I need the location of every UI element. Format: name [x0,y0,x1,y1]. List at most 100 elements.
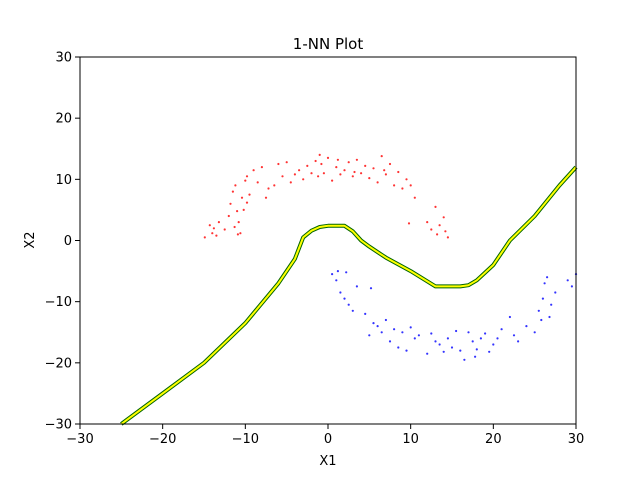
y-tick-label: 10 [55,173,72,188]
x-tick-label: 30 [568,432,585,447]
data-point-series-1 [326,156,330,159]
data-point-series-2 [467,331,470,334]
data-point-series-2 [364,312,367,315]
data-point-series-2 [471,340,474,343]
data-point-series-2 [426,352,429,355]
decision-boundary [120,165,578,426]
data-point-series-2 [450,346,454,349]
data-point-series-1 [234,184,237,187]
data-point-series-2 [496,337,499,340]
data-point-series-2 [488,350,491,353]
y-tick-label: 0 [64,234,72,249]
x-axis-ticks: −30 −20 −10 0 10 20 30 [66,424,584,447]
x-axis-label: X1 [319,454,336,469]
data-point-series-1 [397,170,400,174]
data-point-series-1 [212,227,215,230]
y-tick-label: −10 [45,295,72,310]
data-point-series-1 [215,234,218,237]
data-point-series-2 [479,337,482,340]
data-point-series-1 [413,196,416,199]
data-point-series-2 [438,343,441,346]
data-point-series-1 [203,236,206,239]
data-point-series-1 [298,169,301,172]
data-point-series-1 [426,221,429,224]
data-point-series-2 [430,332,433,335]
y-tick-label: −30 [45,418,72,433]
data-point-series-2 [417,334,420,337]
data-point-series-2 [331,273,334,276]
data-point-series-2 [397,346,400,349]
data-point-series-2 [541,297,545,300]
y-tick-label: 30 [55,51,72,66]
y-axis-ticks: −30 −20 −10 0 10 20 30 [45,51,80,433]
data-point-series-2 [570,285,574,288]
data-point-series-1 [239,232,242,235]
data-point-series-2 [546,276,549,279]
data-point-series-2 [376,325,379,328]
data-point-series-1 [434,205,437,208]
data-point-series-1 [320,162,323,166]
data-point-series-1 [380,155,383,158]
data-point-series-1 [355,158,358,161]
data-point-series-2 [355,285,358,288]
data-point-series-1 [306,164,309,167]
data-point-series-2 [446,337,449,340]
y-tick-label: −20 [45,356,72,371]
data-point-series-2 [459,349,462,352]
data-point-series-1 [229,202,232,205]
data-point-series-1 [339,173,342,176]
data-point-series-1 [368,177,371,180]
data-point-series-2 [384,318,387,322]
data-point-series-1 [242,208,245,211]
data-point-series-2 [475,348,478,351]
data-point-series-1 [388,162,392,166]
data-point-series-2 [401,331,404,334]
data-point-series-1 [314,159,317,163]
data-point-series-1 [343,169,346,172]
data-point-series-2 [517,340,520,343]
y-axis-label: X2 [23,231,38,248]
data-point-series-2 [380,331,383,334]
data-point-series-1 [383,169,386,172]
data-point-series-1 [360,172,363,175]
data-point-series-2 [409,326,412,329]
data-point-series-1 [252,169,255,172]
data-point-series-2 [434,340,437,343]
data-point-series-2 [484,332,487,335]
data-point-series-1 [223,228,226,231]
data-point-series-1 [384,173,387,176]
data-point-series-2 [463,358,466,361]
data-point-series-1 [317,175,320,178]
data-point-series-1 [264,196,268,199]
data-point-series-1 [245,175,249,178]
data-point-series-2 [512,334,516,337]
data-point-series-1 [347,161,350,164]
data-point-series-2 [343,297,346,300]
data-point-series-2 [550,303,553,306]
data-point-series-1 [310,172,313,175]
x-tick-label: 10 [402,432,419,447]
data-point-series-1 [231,190,234,193]
data-point-series-1 [442,216,445,219]
data-point-series-2 [339,291,342,294]
data-point-series-2 [455,329,458,333]
data-point-series-2 [393,328,396,331]
data-point-series-1 [267,187,270,190]
data-point-series-2 [548,315,551,319]
x-tick-label: −30 [66,432,93,447]
data-point-series-2 [474,355,477,358]
data-point-series-1 [289,181,292,184]
data-point-series-1 [353,170,356,174]
data-point-series-2 [492,343,495,346]
data-point-series-1 [217,221,220,224]
data-point-series-1 [322,172,325,175]
data-point-series-1 [372,167,375,170]
data-point-series-1 [260,166,263,169]
data-point-series-1 [273,184,276,187]
data-point-series-1 [364,164,367,167]
y-tick-label: 20 [55,112,72,127]
data-point-series-2 [543,282,546,285]
